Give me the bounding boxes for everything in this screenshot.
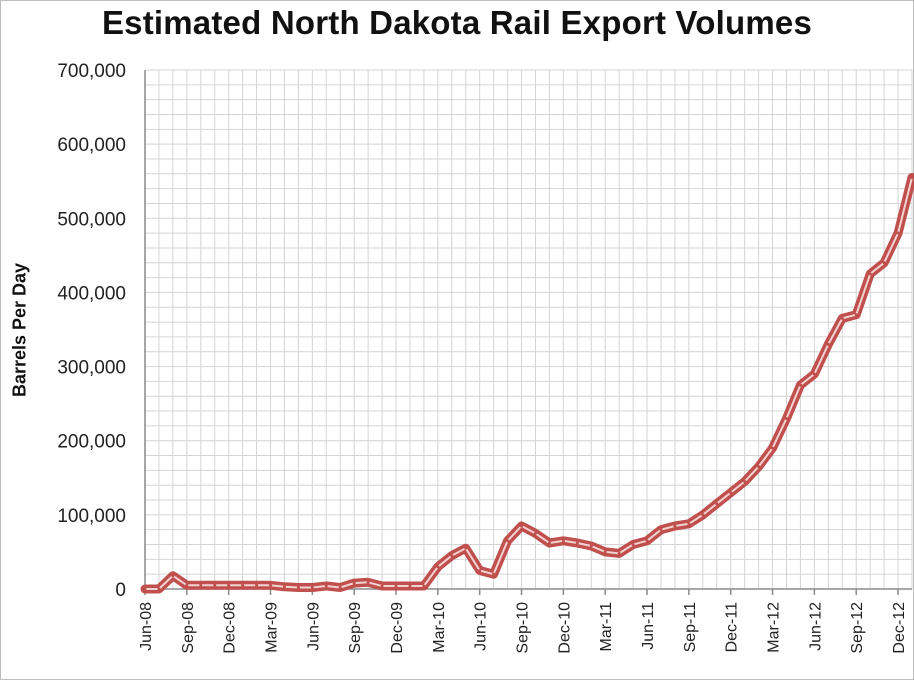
y-tick-label: 300,000	[57, 358, 126, 379]
data-point	[561, 539, 565, 543]
y-tick-label: 0	[115, 580, 126, 601]
x-tick-label: Mar-11	[598, 602, 615, 652]
data-point	[547, 541, 551, 545]
x-tick-label: Sep-09	[347, 602, 364, 654]
data-point	[743, 479, 747, 483]
data-point	[255, 583, 259, 587]
data-point	[784, 416, 788, 420]
axes	[144, 70, 912, 595]
y-tick-labels: 0 100,000 200,000 300,000 400,000 500,000 600,…	[57, 61, 126, 601]
data-point	[715, 502, 719, 506]
data-point	[296, 586, 300, 590]
data-point	[771, 446, 775, 450]
data-point	[492, 572, 496, 576]
y-tick-label: 500,000	[57, 209, 126, 230]
data-point	[854, 313, 858, 317]
y-tick-label: 200,000	[57, 432, 126, 453]
data-point	[394, 584, 398, 588]
data-point	[269, 583, 273, 587]
x-tick-label: Mar-12	[766, 602, 783, 653]
x-tick-label: Mar-09	[264, 602, 281, 653]
x-tick-label: Sep-12	[849, 602, 866, 654]
x-tick-labels: Jun-08 Sep-08 Dec-08 Mar-09 Jun-09 Sep-09 Dec-…	[138, 602, 908, 654]
gridlines	[144, 69, 913, 590]
data-point	[213, 583, 217, 587]
data-point	[533, 531, 537, 535]
y-tick-label: 100,000	[57, 506, 126, 527]
x-tick-label: Sep-08	[180, 602, 197, 654]
data-point	[520, 524, 524, 528]
data-point	[757, 465, 761, 469]
x-tick-label: Jun-12	[807, 602, 824, 651]
data-point	[575, 541, 579, 545]
data-point	[617, 551, 621, 555]
data-point	[701, 513, 705, 517]
data-point	[798, 383, 802, 387]
data-point	[812, 372, 816, 376]
series-layer	[140, 173, 914, 594]
x-tick-label: Jun-08	[138, 602, 155, 651]
data-point	[324, 584, 328, 588]
data-point	[199, 583, 203, 587]
data-point	[659, 528, 663, 532]
data-point	[868, 272, 872, 276]
x-tick-label: Dec-09	[389, 602, 406, 654]
x-tick-label: Dec-12	[891, 602, 908, 654]
data-point	[352, 581, 356, 585]
data-point	[143, 587, 147, 591]
data-point	[171, 574, 175, 578]
data-point	[282, 585, 286, 589]
data-point	[450, 554, 454, 558]
x-tick-label: Dec-11	[724, 602, 741, 652]
data-point	[910, 176, 914, 180]
data-point	[157, 587, 161, 591]
data-point	[631, 543, 635, 547]
x-tick-label: Jun-11	[640, 602, 657, 650]
data-point	[729, 491, 733, 495]
chart-title: Estimated North Dakota Rail Export Volum…	[101, 4, 813, 41]
data-point	[436, 565, 440, 569]
data-point	[408, 584, 412, 588]
data-point	[338, 586, 342, 590]
data-point	[380, 584, 384, 588]
x-tick-label: Mar-10	[431, 602, 448, 653]
y-tick-label: 700,000	[57, 61, 126, 82]
data-point	[506, 539, 510, 543]
series-line	[140, 173, 914, 594]
series-line-highlight	[144, 176, 913, 590]
data-point	[227, 583, 231, 587]
data-point	[241, 583, 245, 587]
data-point	[366, 580, 370, 584]
x-tick-label: Sep-10	[515, 602, 532, 654]
data-point	[687, 522, 691, 526]
data-point	[310, 586, 314, 590]
data-point	[826, 342, 830, 346]
data-point	[673, 524, 677, 528]
x-tick-label: Dec-08	[222, 602, 239, 654]
y-tick-label: 400,000	[57, 283, 126, 304]
data-point	[840, 316, 844, 320]
data-point	[464, 546, 468, 550]
data-point	[185, 583, 189, 587]
x-tick-label: Jun-09	[305, 602, 322, 651]
data-point	[882, 261, 886, 265]
x-tick-label: Dec-10	[556, 602, 573, 654]
y-tick-label: 600,000	[57, 135, 126, 156]
data-point	[589, 544, 593, 548]
data-point	[603, 550, 607, 554]
x-tick-label: Jun-10	[473, 602, 490, 651]
data-point	[478, 568, 482, 572]
data-point	[896, 231, 900, 235]
data-point	[645, 539, 649, 543]
x-tick-label: Sep-11	[682, 602, 699, 653]
data-point	[422, 584, 426, 588]
